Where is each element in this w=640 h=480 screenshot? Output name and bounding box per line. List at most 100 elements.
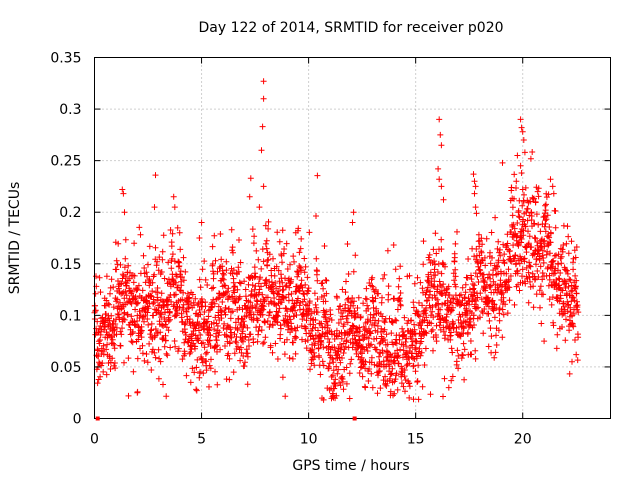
data-point xyxy=(370,298,377,305)
data-point xyxy=(491,314,498,321)
data-point xyxy=(332,382,339,389)
data-point xyxy=(550,190,557,197)
data-point xyxy=(226,376,233,383)
data-point xyxy=(107,366,114,372)
data-point xyxy=(516,260,523,267)
data-point xyxy=(177,268,184,275)
data-point xyxy=(282,312,289,319)
data-point xyxy=(356,370,363,376)
data-point xyxy=(349,219,356,226)
data-point xyxy=(360,300,367,307)
data-point xyxy=(172,343,179,350)
data-point xyxy=(385,283,392,290)
data-point xyxy=(369,274,376,281)
data-point xyxy=(92,307,99,314)
data-point xyxy=(192,343,199,350)
data-point xyxy=(454,298,461,305)
data-point xyxy=(189,291,196,298)
data-point xyxy=(558,253,565,260)
data-point xyxy=(525,240,532,247)
data-point xyxy=(251,233,258,240)
data-point xyxy=(387,352,394,358)
data-point xyxy=(338,375,345,381)
data-point xyxy=(196,327,202,334)
data-point xyxy=(162,337,169,344)
data-point xyxy=(547,250,553,257)
data-point xyxy=(542,202,549,209)
data-point xyxy=(222,289,229,296)
data-point xyxy=(541,237,548,244)
data-point xyxy=(122,288,129,295)
data-point xyxy=(367,330,374,337)
data-point xyxy=(92,290,99,297)
data-point xyxy=(559,324,565,330)
data-point xyxy=(158,269,165,275)
data-point xyxy=(393,340,400,347)
data-point xyxy=(151,349,158,356)
data-point xyxy=(449,349,456,356)
data-point xyxy=(573,277,580,284)
data-point xyxy=(304,274,311,281)
data-point xyxy=(256,286,263,293)
data-point xyxy=(260,340,266,347)
data-point xyxy=(564,270,571,277)
data-point xyxy=(247,299,254,306)
data-point xyxy=(355,353,362,360)
data-point xyxy=(342,343,349,350)
data-point xyxy=(113,324,120,331)
data-point xyxy=(245,337,252,343)
data-point xyxy=(143,269,150,276)
data-point xyxy=(331,385,338,392)
data-point xyxy=(474,273,481,280)
data-point xyxy=(547,239,554,246)
data-point xyxy=(459,284,466,291)
data-point xyxy=(241,322,248,328)
data-point xyxy=(109,355,116,362)
data-point xyxy=(239,328,246,335)
data-point xyxy=(526,233,533,240)
data-point xyxy=(335,320,342,326)
data-point xyxy=(281,246,288,252)
data-point xyxy=(129,328,136,335)
data-point xyxy=(243,346,250,353)
data-point xyxy=(506,297,513,304)
data-point xyxy=(270,255,276,262)
data-point xyxy=(569,358,575,365)
data-point xyxy=(440,196,447,203)
data-point xyxy=(199,266,206,273)
data-point xyxy=(229,293,236,300)
data-point xyxy=(192,295,199,302)
data-point xyxy=(350,209,357,216)
data-point xyxy=(183,372,190,379)
data-point xyxy=(406,380,413,387)
data-point xyxy=(226,339,233,346)
data-point xyxy=(475,279,482,285)
data-point xyxy=(499,306,506,313)
data-point xyxy=(120,315,127,322)
data-point xyxy=(359,343,366,350)
data-point xyxy=(518,170,525,176)
data-point xyxy=(393,317,400,324)
data-point xyxy=(372,286,379,293)
data-point xyxy=(252,292,259,299)
data-point xyxy=(406,360,413,367)
data-point xyxy=(458,291,464,298)
data-point xyxy=(207,365,214,372)
data-point xyxy=(402,388,408,395)
data-point xyxy=(430,347,436,354)
data-point xyxy=(196,276,203,283)
data-point xyxy=(335,306,342,313)
data-point xyxy=(504,240,511,247)
data-point xyxy=(311,290,318,297)
data-point xyxy=(117,342,124,349)
data-point xyxy=(288,320,295,327)
data-point xyxy=(426,251,433,258)
data-point xyxy=(560,242,567,248)
data-point xyxy=(134,355,141,362)
data-point xyxy=(444,297,451,304)
data-point xyxy=(320,344,327,351)
data-point xyxy=(447,299,454,305)
data-point xyxy=(363,285,370,292)
data-point xyxy=(501,251,508,258)
data-point xyxy=(104,331,111,338)
